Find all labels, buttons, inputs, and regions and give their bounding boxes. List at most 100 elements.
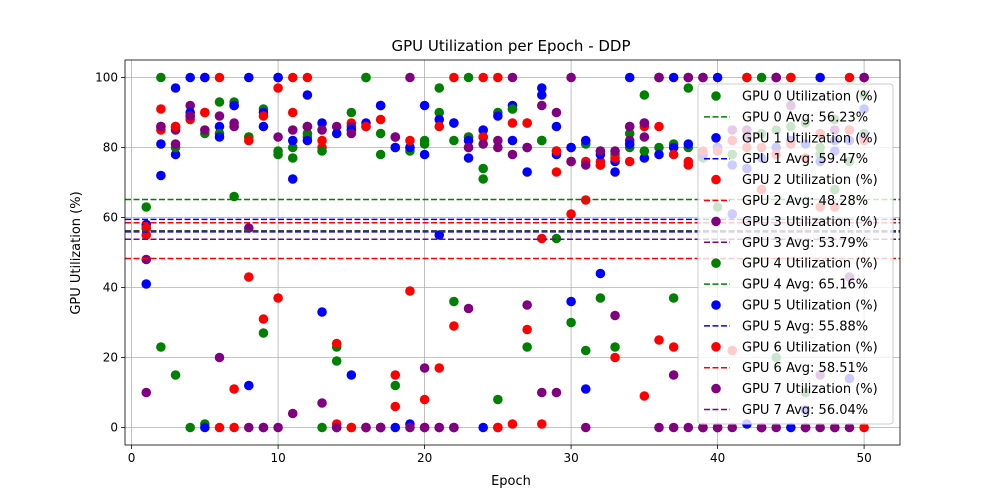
data-point bbox=[243, 422, 254, 433]
legend-label: GPU 1 Avg: 59.47% bbox=[742, 152, 868, 167]
data-point bbox=[815, 422, 825, 433]
x-tick-label: 50 bbox=[856, 451, 871, 465]
data-point bbox=[610, 310, 620, 321]
data-point bbox=[200, 72, 210, 83]
data-point bbox=[185, 422, 195, 433]
data-point bbox=[331, 121, 342, 132]
legend-entry-util-gpu-1: GPU 1 Utilization (%) bbox=[711, 131, 878, 146]
data-point bbox=[551, 233, 562, 244]
data-point bbox=[214, 352, 225, 363]
data-point bbox=[258, 111, 269, 121]
y-tick-label: 100 bbox=[95, 71, 118, 85]
data-point bbox=[654, 149, 664, 160]
legend-label: GPU 6 Avg: 58.51% bbox=[742, 361, 868, 376]
data-point bbox=[449, 135, 459, 146]
data-point bbox=[580, 422, 591, 433]
data-point bbox=[712, 72, 723, 83]
y-tick-label: 20 bbox=[103, 351, 118, 365]
data-point bbox=[273, 293, 283, 303]
data-point bbox=[551, 387, 562, 398]
data-point bbox=[595, 160, 606, 170]
data-point bbox=[361, 121, 371, 132]
data-point bbox=[331, 422, 342, 433]
data-point bbox=[683, 72, 694, 83]
data-point bbox=[390, 370, 401, 380]
data-point bbox=[463, 303, 474, 314]
legend-entry-util-gpu-5: GPU 5 Utilization (%) bbox=[711, 299, 878, 314]
data-point bbox=[566, 142, 576, 153]
data-point bbox=[156, 72, 166, 83]
legend-label: GPU 5 Utilization (%) bbox=[742, 299, 878, 314]
data-point bbox=[214, 72, 225, 83]
data-point bbox=[742, 72, 752, 83]
data-point bbox=[537, 90, 547, 100]
data-point bbox=[273, 83, 283, 93]
data-point bbox=[551, 107, 562, 118]
data-point bbox=[405, 72, 415, 83]
data-point bbox=[698, 72, 708, 83]
legend-entry-avg-gpu-0: GPU 0 Avg: 56.23% bbox=[704, 110, 868, 125]
data-point bbox=[478, 132, 488, 142]
data-point bbox=[317, 135, 327, 146]
data-point bbox=[668, 370, 679, 380]
data-point bbox=[405, 142, 415, 153]
data-point bbox=[595, 268, 606, 279]
data-point bbox=[419, 100, 430, 111]
data-point bbox=[375, 114, 386, 125]
data-point bbox=[727, 422, 738, 433]
y-axis-label: GPU Utilization (%) bbox=[69, 191, 84, 314]
data-point bbox=[390, 401, 401, 412]
data-point bbox=[287, 135, 298, 146]
legend-label: GPU 7 Utilization (%) bbox=[742, 382, 878, 397]
data-point bbox=[566, 156, 576, 167]
data-point bbox=[434, 83, 445, 93]
data-point bbox=[654, 72, 664, 83]
data-point bbox=[507, 135, 518, 146]
legend-box bbox=[697, 83, 894, 425]
data-point bbox=[214, 132, 225, 142]
data-point bbox=[375, 422, 386, 433]
data-point bbox=[654, 335, 664, 345]
data-point bbox=[639, 118, 650, 128]
data-point bbox=[537, 135, 547, 146]
data-point bbox=[478, 125, 488, 135]
data-point bbox=[478, 422, 488, 433]
data-point bbox=[683, 83, 694, 93]
data-point bbox=[683, 156, 694, 167]
legend-marker bbox=[711, 216, 721, 227]
data-point bbox=[200, 422, 210, 433]
data-point bbox=[478, 139, 488, 149]
data-point bbox=[405, 135, 415, 146]
data-point bbox=[551, 167, 562, 177]
legend-label: GPU 2 Avg: 48.28% bbox=[742, 194, 868, 209]
data-point bbox=[434, 363, 445, 373]
data-point bbox=[185, 100, 195, 111]
data-point bbox=[786, 72, 796, 83]
data-point bbox=[654, 142, 664, 153]
data-point bbox=[478, 174, 488, 184]
data-point bbox=[624, 72, 635, 83]
legend-marker bbox=[711, 174, 721, 185]
data-point bbox=[331, 338, 342, 349]
legend-label: GPU 4 Avg: 65.16% bbox=[742, 278, 868, 293]
data-point bbox=[551, 121, 562, 132]
data-point bbox=[243, 72, 254, 83]
data-point bbox=[624, 128, 635, 139]
data-point bbox=[610, 153, 620, 163]
data-point bbox=[200, 107, 210, 118]
data-point bbox=[580, 135, 591, 146]
legend-entry-avg-gpu-7: GPU 7 Avg: 56.04% bbox=[704, 403, 868, 418]
data-point bbox=[478, 72, 488, 83]
data-point bbox=[493, 394, 503, 405]
data-point bbox=[419, 422, 430, 433]
data-point bbox=[375, 128, 386, 139]
data-point bbox=[434, 114, 445, 125]
data-point bbox=[449, 321, 459, 331]
data-point bbox=[580, 345, 591, 356]
data-point bbox=[756, 422, 767, 433]
x-tick-label: 10 bbox=[270, 451, 285, 465]
data-point bbox=[639, 132, 650, 142]
data-point bbox=[537, 100, 547, 111]
data-point bbox=[419, 149, 430, 160]
